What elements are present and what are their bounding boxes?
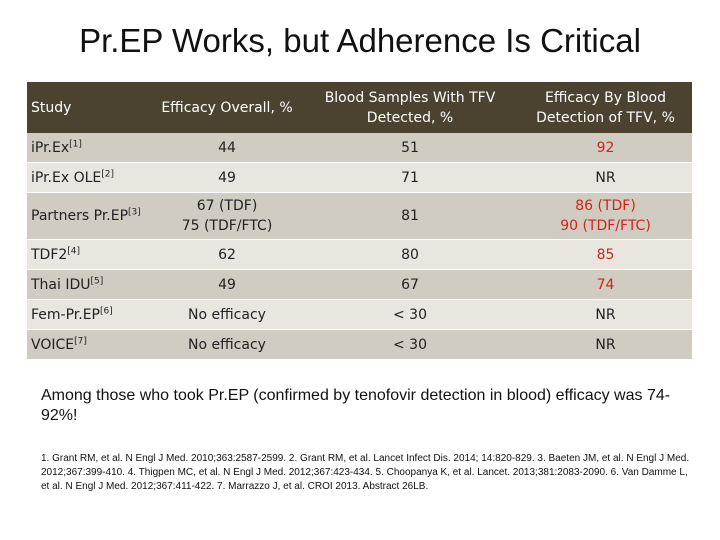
efficacy-by-blood: NR [519,329,692,359]
efficacy-by-blood: NR [519,162,692,193]
header-efficacy-overall: Efficacy Overall, % [153,82,301,133]
table-header-row: Study Efficacy Overall, % Blood Samples … [27,82,692,133]
tfv-detected: 80 [301,239,519,270]
tfv-detected: < 30 [301,299,519,330]
study-name: Thai IDU[5] [27,269,153,300]
slide-title: Pr.EP Works, but Adherence Is Critical [79,22,641,59]
header-study: Study [27,82,153,133]
study-ref: [4] [67,245,81,256]
tfv-detected: 51 [301,133,519,163]
study-name: Fem-Pr.EP[6] [27,299,153,330]
references: 1. Grant RM, et al. N Engl J Med. 2010;3… [41,453,690,492]
efficacy-overall: 44 [153,133,301,163]
efficacy-by-blood: NR [519,299,692,330]
callout-text: Among those who took Pr.EP (confirmed by… [41,387,671,424]
tfv-detected: < 30 [301,329,519,359]
tfv-detected: 81 [301,192,519,240]
study-name: VOICE[7] [27,329,153,359]
table-row: iPr.Ex OLE[2] 49 71 NR [27,162,692,193]
efficacy-by-blood: 86 (TDF) 90 (TDF/FTC) [519,192,692,240]
efficacy-overall: No efficacy [153,299,301,330]
table-row: iPr.Ex[1] 44 51 92 [27,133,692,163]
table-row: Partners Pr.EP[3] 67 (TDF) 75 (TDF/FTC) 8… [27,192,692,240]
study-ref: [7] [74,335,87,346]
study-name: iPr.Ex OLE[2] [27,162,153,193]
table-row: Thai IDU[5] 49 67 74 [27,269,692,300]
table-row: TDF2[4] 62 80 85 [27,239,692,270]
efficacy-by-blood: 74 [519,269,692,300]
efficacy-overall: 49 [153,269,301,300]
study-name: iPr.Ex[1] [27,133,153,163]
study-name: TDF2[4] [27,239,153,270]
efficacy-by-blood: 92 [519,133,692,163]
study-name: Partners Pr.EP[3] [27,192,153,240]
table-row: VOICE[7] No efficacy < 30 NR [27,329,692,359]
header-efficacy-by-blood: Efficacy By Blood Detection of TFV, % [519,82,692,133]
efficacy-overall: 67 (TDF) 75 (TDF/FTC) [153,192,301,240]
efficacy-by-blood: 85 [519,239,692,270]
study-table: Study Efficacy Overall, % Blood Samples … [27,82,692,359]
study-ref: [3] [128,207,141,218]
table-row: Fem-Pr.EP[6] No efficacy < 30 NR [27,299,692,330]
study-ref: [2] [101,168,115,179]
study-ref: [1] [69,138,82,149]
study-ref: [6] [100,305,113,316]
efficacy-overall: 62 [153,239,301,270]
efficacy-overall: No efficacy [153,329,301,359]
study-ref: [5] [90,275,104,286]
tfv-detected: 67 [301,269,519,300]
tfv-detected: 71 [301,162,519,193]
header-tfv-detected: Blood Samples With TFV Detected, % [301,82,519,133]
efficacy-overall: 49 [153,162,301,193]
